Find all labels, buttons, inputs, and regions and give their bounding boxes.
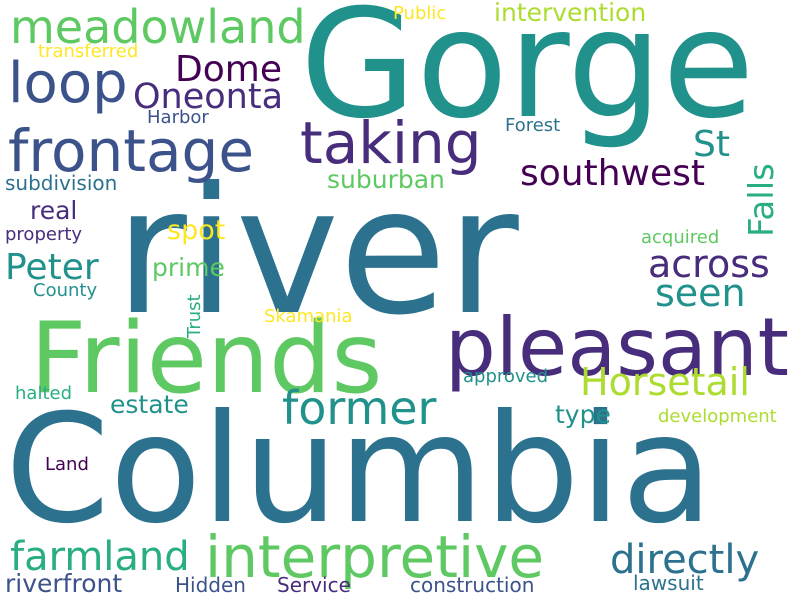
word-columbia: Columbia	[5, 383, 714, 557]
word-falls: Falls	[742, 163, 782, 237]
word-seen: seen	[655, 271, 746, 315]
word-halted: halted	[15, 383, 72, 404]
word-estate: estate	[110, 390, 189, 419]
word-directly: directly	[610, 537, 760, 583]
word-harbor: Harbor	[147, 107, 209, 128]
word-peter: Peter	[5, 247, 99, 288]
word-real: real	[30, 196, 78, 225]
word-prime: prime	[152, 253, 225, 282]
word-transferred: transferred	[38, 41, 139, 62]
word-lawsuit: lawsuit	[633, 571, 704, 595]
word-gorge: Gorge	[300, 0, 755, 152]
word-dome: Dome	[175, 49, 282, 90]
word-hidden: Hidden	[175, 573, 246, 597]
word-subdivision: subdivision	[5, 171, 118, 195]
word-construction: construction	[410, 573, 535, 597]
word-development: development	[658, 406, 777, 427]
word-type: type	[555, 400, 611, 429]
word-former: former	[282, 381, 437, 435]
word-frontage: frontage	[8, 117, 255, 185]
word-interpretive: interpretive	[205, 523, 545, 591]
word-riverfront: riverfront	[5, 569, 123, 598]
word-service: Service	[277, 573, 351, 597]
word-acquired: acquired	[641, 227, 720, 248]
word-intervention: intervention	[494, 0, 647, 27]
word-approved: approved	[463, 366, 549, 387]
word-farmland: farmland	[10, 534, 190, 580]
word-southwest: southwest	[520, 153, 705, 194]
word-taking: taking	[300, 109, 482, 177]
word-friends: Friends	[30, 302, 383, 416]
word-forest: Forest	[505, 115, 561, 136]
word-horsetail: Horsetail	[580, 360, 750, 404]
word-river: river	[115, 151, 519, 354]
word-suburban: suburban	[327, 165, 445, 194]
word-pleasant: pleasant	[445, 301, 790, 394]
word-spot: spot	[167, 215, 226, 246]
word-land: Land	[45, 454, 89, 475]
word-skamania: Skamania	[264, 306, 353, 327]
word-public: Public	[393, 3, 447, 24]
word-oneonta: Oneonta	[133, 77, 284, 117]
word-county: County	[33, 280, 98, 301]
word-st: St	[693, 124, 730, 165]
word-across: across	[648, 242, 770, 286]
word-meadowland: meadowland	[10, 0, 306, 54]
word-loop: loop	[8, 51, 128, 116]
word-trust: Trust	[184, 294, 205, 338]
word-property: property	[5, 224, 83, 245]
